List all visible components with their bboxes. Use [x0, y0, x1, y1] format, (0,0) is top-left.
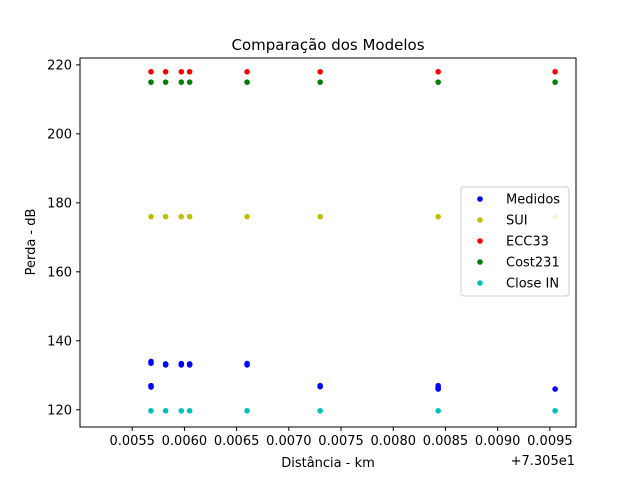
point-4-0: [148, 407, 154, 414]
point-0-7: [178, 360, 185, 367]
y-tick-label: 160: [47, 265, 72, 280]
point-3-3: [186, 79, 193, 85]
point-0-17: [552, 386, 558, 392]
point-0-3: [148, 384, 154, 390]
x-axis-label: Distância - km: [281, 456, 375, 471]
point-1-0: [148, 213, 154, 220]
point-1-6: [435, 213, 441, 220]
legend-marker: [477, 280, 483, 286]
x-tick-label: 0.0080: [371, 434, 417, 449]
y-axis-label: Perda - dB: [24, 209, 39, 276]
point-2-1: [162, 68, 169, 75]
point-4-3: [186, 407, 193, 414]
point-2-6: [435, 68, 441, 75]
point-2-0: [148, 68, 154, 75]
x-tick-label: 0.0055: [109, 434, 155, 449]
legend-label: Close IN: [506, 277, 559, 292]
point-1-2: [178, 213, 185, 220]
legend-label: Cost231: [506, 256, 560, 271]
point-0-16: [435, 386, 441, 392]
legend-marker: [477, 196, 483, 202]
y-axis: 120 140 160 180 200 220: [47, 58, 80, 418]
x-tick-label: 0.0075: [318, 434, 364, 449]
legend-label: ECC33: [506, 235, 549, 250]
point-4-6: [435, 407, 441, 414]
point-4-7: [552, 407, 558, 414]
point-2-2: [178, 68, 185, 75]
point-3-4: [244, 79, 250, 85]
point-3-0: [148, 79, 154, 85]
point-3-7: [552, 79, 558, 85]
x-tick-label: 0.0060: [162, 434, 208, 449]
legend-marker: [477, 259, 483, 265]
point-4-4: [244, 407, 250, 414]
point-1-5: [317, 213, 323, 220]
x-tick-label: 0.0065: [214, 434, 260, 449]
chart-title: Comparação dos Modelos: [231, 36, 424, 54]
x-tick-label: 0.0095: [527, 434, 573, 449]
point-0-11: [244, 360, 250, 367]
point-1-4: [244, 213, 250, 220]
x-tick-label: 0.0070: [266, 434, 312, 449]
point-4-2: [178, 407, 185, 414]
y-tick-label: 200: [47, 127, 72, 142]
legend-label: Medidos: [506, 193, 560, 208]
legend: Medidos SUI ECC33 Cost231 Close IN: [460, 186, 570, 297]
point-3-5: [317, 79, 323, 85]
point-1-1: [162, 213, 169, 220]
point-2-3: [186, 68, 193, 75]
x-axis-offset: +7.305e1: [511, 454, 575, 469]
point-1-3: [186, 213, 193, 220]
point-0-13: [317, 383, 323, 390]
point-2-7: [552, 68, 558, 75]
y-tick-label: 140: [47, 334, 72, 349]
y-tick-label: 180: [47, 196, 72, 211]
x-tick-label: 0.0085: [423, 434, 469, 449]
y-tick-label: 120: [47, 403, 72, 418]
y-tick-label: 220: [47, 58, 72, 73]
point-3-6: [435, 79, 441, 85]
point-0-5: [162, 361, 169, 367]
point-0-9: [186, 361, 193, 367]
x-tick-label: 0.0090: [475, 434, 521, 449]
point-4-1: [162, 407, 169, 414]
legend-label: SUI: [506, 214, 528, 229]
point-3-1: [162, 79, 169, 85]
point-3-2: [178, 79, 185, 85]
points-layer: [148, 68, 558, 414]
point-2-5: [317, 68, 323, 75]
legend-box: [460, 186, 570, 297]
point-4-5: [317, 407, 323, 414]
plot-frame: [79, 57, 577, 428]
legend-marker: [477, 217, 483, 223]
x-axis: 0.0055 0.0060 0.0065 0.0070 0.0075 0.0080 0.00…: [109, 427, 573, 449]
point-0-1: [148, 358, 154, 365]
point-2-4: [244, 68, 250, 75]
legend-marker: [477, 238, 483, 244]
